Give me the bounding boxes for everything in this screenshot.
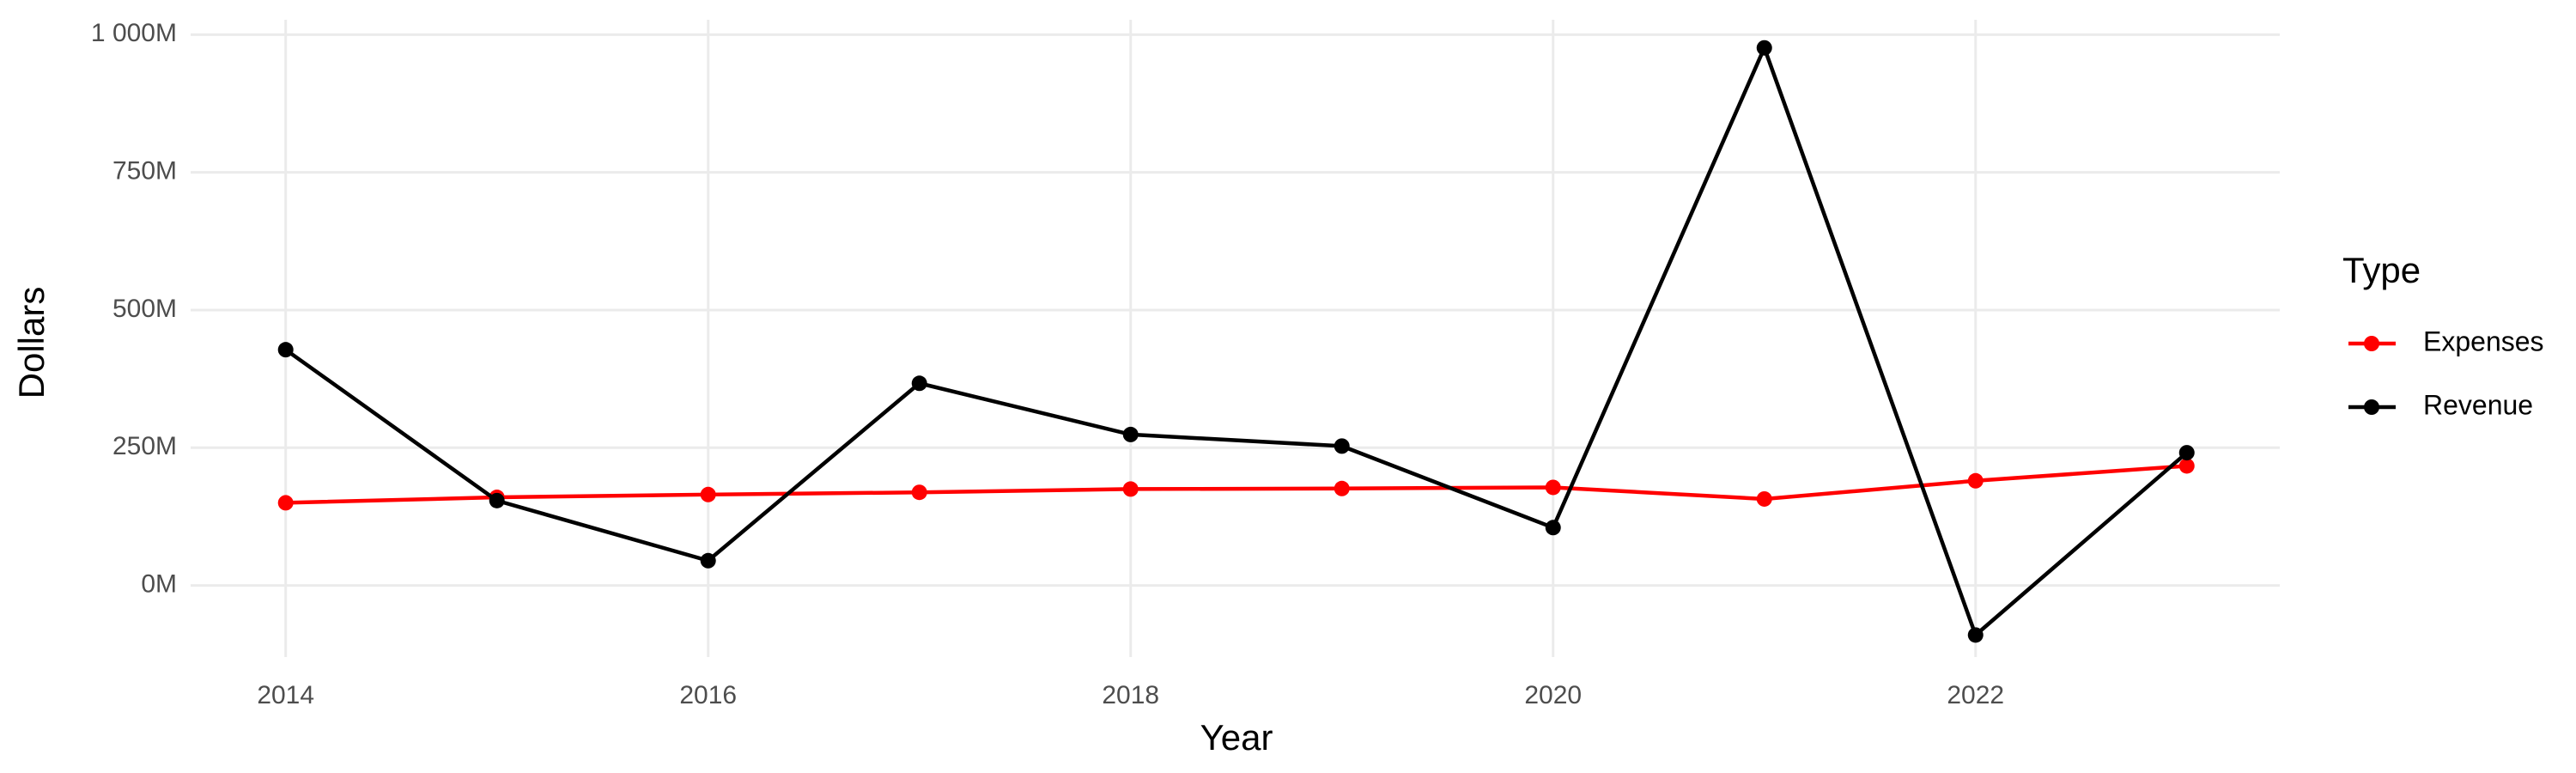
data-point — [2178, 458, 2195, 474]
series-line — [284, 42, 2189, 639]
x-tick-label: 2022 — [1947, 681, 2004, 709]
data-point — [1122, 426, 1139, 442]
data-point — [700, 552, 716, 569]
data-point — [911, 484, 927, 501]
legend-title: Type — [2342, 250, 2421, 290]
data-point — [1967, 472, 1984, 489]
data-point — [1545, 479, 1561, 496]
y-axis-title: Dollars — [11, 287, 52, 399]
x-tick-label: 2018 — [1102, 681, 1159, 709]
x-tick-label: 2016 — [679, 681, 737, 709]
data-point — [277, 342, 294, 358]
data-point — [489, 492, 505, 508]
x-tick-label: 2014 — [257, 681, 314, 709]
data-point — [277, 495, 294, 511]
data-point — [1545, 520, 1561, 536]
data-point — [1334, 480, 1350, 496]
legend-label: Expenses — [2423, 326, 2544, 356]
data-point — [1122, 481, 1139, 497]
series-line — [285, 464, 2187, 505]
y-tick-label: 500M — [112, 295, 177, 323]
data-point — [1756, 490, 1772, 507]
legend-marker — [2364, 399, 2379, 415]
y-tick-label: 250M — [112, 432, 177, 460]
x-tick-label: 2020 — [1524, 681, 1582, 709]
y-tick-label: 0M — [141, 570, 177, 599]
legend-label: Revenue — [2423, 389, 2533, 420]
legend-marker — [2364, 336, 2379, 351]
x-axis-title: Year — [1200, 717, 1273, 758]
data-point — [1967, 627, 1984, 643]
data-point — [911, 375, 927, 392]
data-point — [1334, 438, 1350, 454]
data-point — [2178, 445, 2195, 461]
y-tick-label: 1 000M — [91, 19, 177, 47]
y-tick-label: 750M — [112, 157, 177, 186]
data-point — [1756, 40, 1772, 56]
data-point — [700, 486, 716, 502]
